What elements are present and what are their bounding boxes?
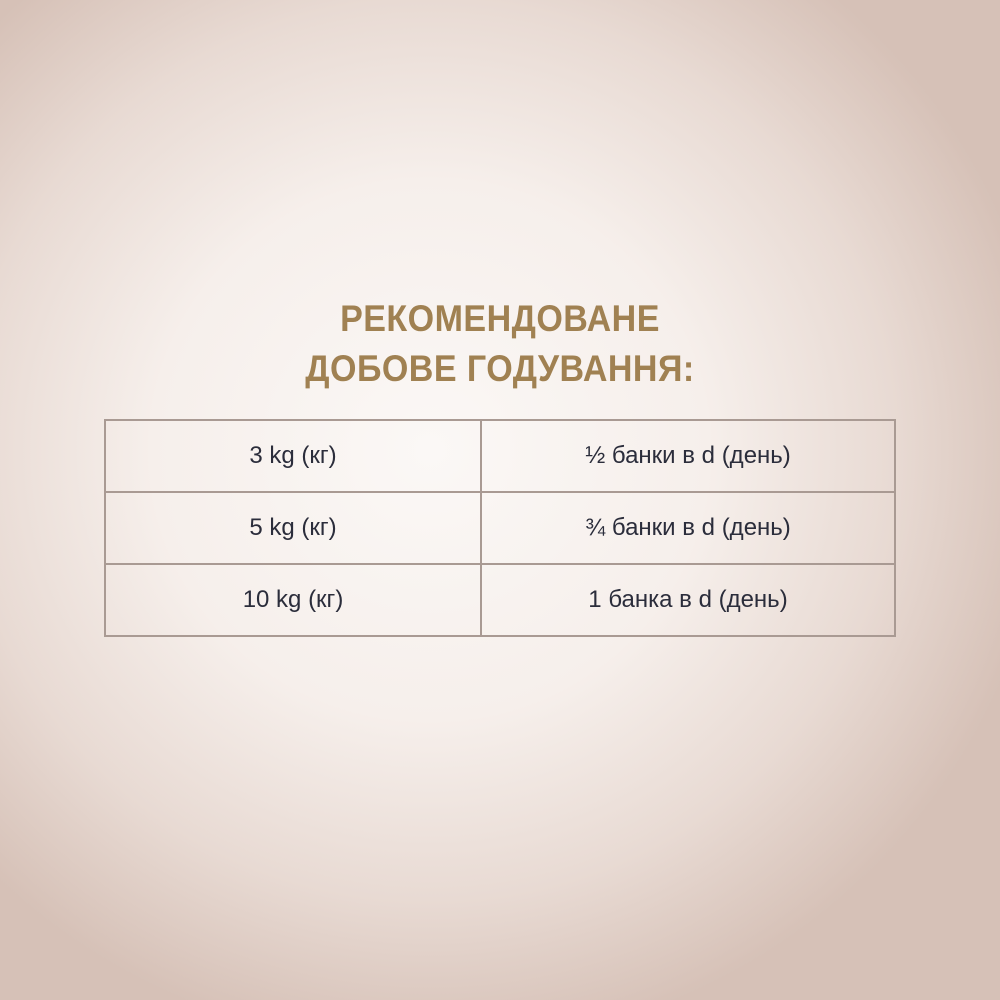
- amount-cell: ¾ банки в d (день): [480, 491, 896, 565]
- table-row: 5 kg (кг) ¾ банки в d (день): [104, 491, 896, 565]
- title-line-2: ДОБОВЕ ГОДУВАННЯ:: [305, 348, 695, 389]
- amount-cell: ½ банки в d (день): [480, 419, 896, 493]
- feeding-table: 3 kg (кг) ½ банки в d (день) 5 kg (кг) ¾…: [104, 419, 896, 637]
- weight-cell: 5 kg (кг): [104, 491, 482, 565]
- weight-cell: 10 kg (кг): [104, 563, 482, 637]
- weight-cell: 3 kg (кг): [104, 419, 482, 493]
- table-row: 10 kg (кг) 1 банка в d (день): [104, 563, 896, 637]
- feeding-title: РЕКОМЕНДОВАНЕ ДОБОВЕ ГОДУВАННЯ:: [40, 294, 960, 394]
- amount-cell: 1 банка в d (день): [480, 563, 896, 637]
- title-line-1: РЕКОМЕНДОВАНЕ: [340, 298, 660, 339]
- table-row: 3 kg (кг) ½ банки в d (день): [104, 419, 896, 493]
